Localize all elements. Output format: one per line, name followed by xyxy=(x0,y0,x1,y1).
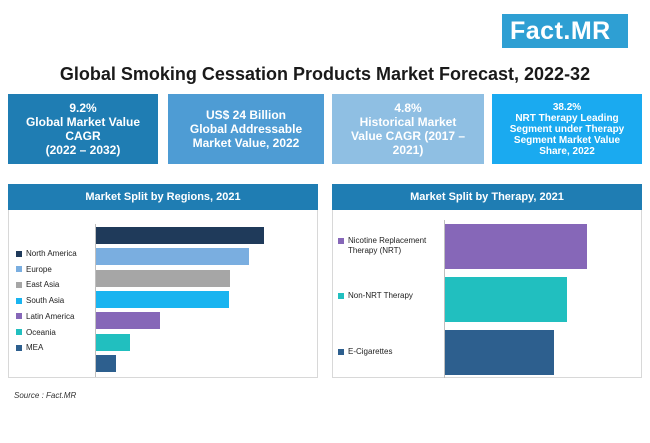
kpi-line: Historical Market xyxy=(359,115,457,129)
regions-legend-item: Oceania xyxy=(16,328,56,337)
regions-legend-label: MEA xyxy=(26,343,44,353)
kpi-line: 2021) xyxy=(392,143,424,157)
regions-legend-label: North America xyxy=(26,249,77,258)
kpi-nrt-share: 38.2% NRT Therapy Leading Segment under Th… xyxy=(492,94,642,164)
regions-legend-item: South Asia xyxy=(16,296,64,305)
regions-legend-item: Latin America xyxy=(16,312,74,321)
regions-bar xyxy=(96,290,229,308)
legend-swatch xyxy=(338,238,344,244)
source-note: Source : Fact.MR xyxy=(14,391,77,400)
kpi-line: US$ 24 Billion xyxy=(205,108,287,122)
therapy-legend-label: Nicotine Replacement Therapy (NRT) xyxy=(348,236,427,255)
legend-swatch xyxy=(338,293,344,299)
regions-panel-header: Market Split by Regions, 2021 xyxy=(8,184,318,210)
kpi-line: 38.2% xyxy=(552,101,582,113)
therapy-bar xyxy=(445,277,568,322)
legend-swatch xyxy=(16,266,22,273)
regions-legend-item: North America xyxy=(16,249,77,258)
chart-title: Global Smoking Cessation Products Market… xyxy=(59,64,591,84)
therapy-legend-item: Nicotine Replacement Therapy (NRT) xyxy=(338,236,438,256)
regions-bar xyxy=(96,312,160,330)
kpi-historical-cagr: 4.8% Historical Market Value CAGR (2017 –2… xyxy=(332,94,484,164)
kpi-market-cagr: 9.2% Global Market Value CAGR (2022 – 2032) xyxy=(8,94,158,164)
kpi-line: Market Value, 2022 xyxy=(192,136,300,150)
kpi-market-value: US$ 24 Billion Global Addressable Market V… xyxy=(168,94,324,164)
therapy-legend-label: Non-NRT Therapy xyxy=(348,291,413,300)
kpi-line: Global Addressable xyxy=(189,122,303,136)
kpi-line: NRT Therapy Leading xyxy=(515,112,619,124)
regions-legend-item: Europe xyxy=(16,265,52,274)
regions-bar xyxy=(96,227,264,244)
therapy-legend-label: E-Cigarettes xyxy=(348,347,393,356)
regions-bar xyxy=(96,333,130,351)
legend-swatch xyxy=(16,344,22,351)
legend-swatch xyxy=(338,349,344,355)
kpi-line: Value CAGR (2017 – xyxy=(350,129,466,143)
regions-legend-label: Latin America xyxy=(26,311,75,321)
regions-legend-label: South Asia xyxy=(26,296,65,306)
legend-swatch xyxy=(16,313,22,320)
regions-legend-label: Europe xyxy=(26,264,52,274)
therapy-bar xyxy=(445,224,587,269)
regions-axis-line xyxy=(95,224,96,378)
legend-swatch xyxy=(16,250,22,257)
regions-legend-label: East Asia xyxy=(26,280,60,290)
regions-legend-item: MEA xyxy=(16,343,43,352)
legend-swatch xyxy=(16,297,22,304)
kpi-line: Share, 2022 xyxy=(539,145,595,157)
legend-swatch xyxy=(16,281,22,288)
kpi-line: (2022 – 2032) xyxy=(45,143,121,157)
factmr-logo: Fact.MR xyxy=(502,14,628,48)
kpi-line: 4.8% xyxy=(394,101,422,115)
therapy-legend-item: Non-NRT Therapy xyxy=(338,291,438,301)
kpi-line: CAGR xyxy=(65,129,101,143)
therapy-bar xyxy=(445,330,555,375)
kpi-line: Segment Market Value xyxy=(513,134,621,146)
regions-bar xyxy=(96,248,249,266)
kpi-line: Segment under Therapy xyxy=(509,123,625,135)
regions-bar xyxy=(96,269,231,287)
legend-swatch xyxy=(16,329,22,335)
regions-legend-item: East Asia xyxy=(16,280,59,289)
kpi-line: 9.2% xyxy=(69,101,97,115)
regions-legend-label: Oceania xyxy=(26,327,56,337)
therapy-legend-item: E-Cigarettes xyxy=(338,347,438,357)
therapy-axis-line xyxy=(444,220,445,378)
kpi-line: Global Market Value xyxy=(25,115,141,129)
regions-bar xyxy=(96,354,117,372)
therapy-panel-header: Market Split by Therapy, 2021 xyxy=(332,184,642,210)
